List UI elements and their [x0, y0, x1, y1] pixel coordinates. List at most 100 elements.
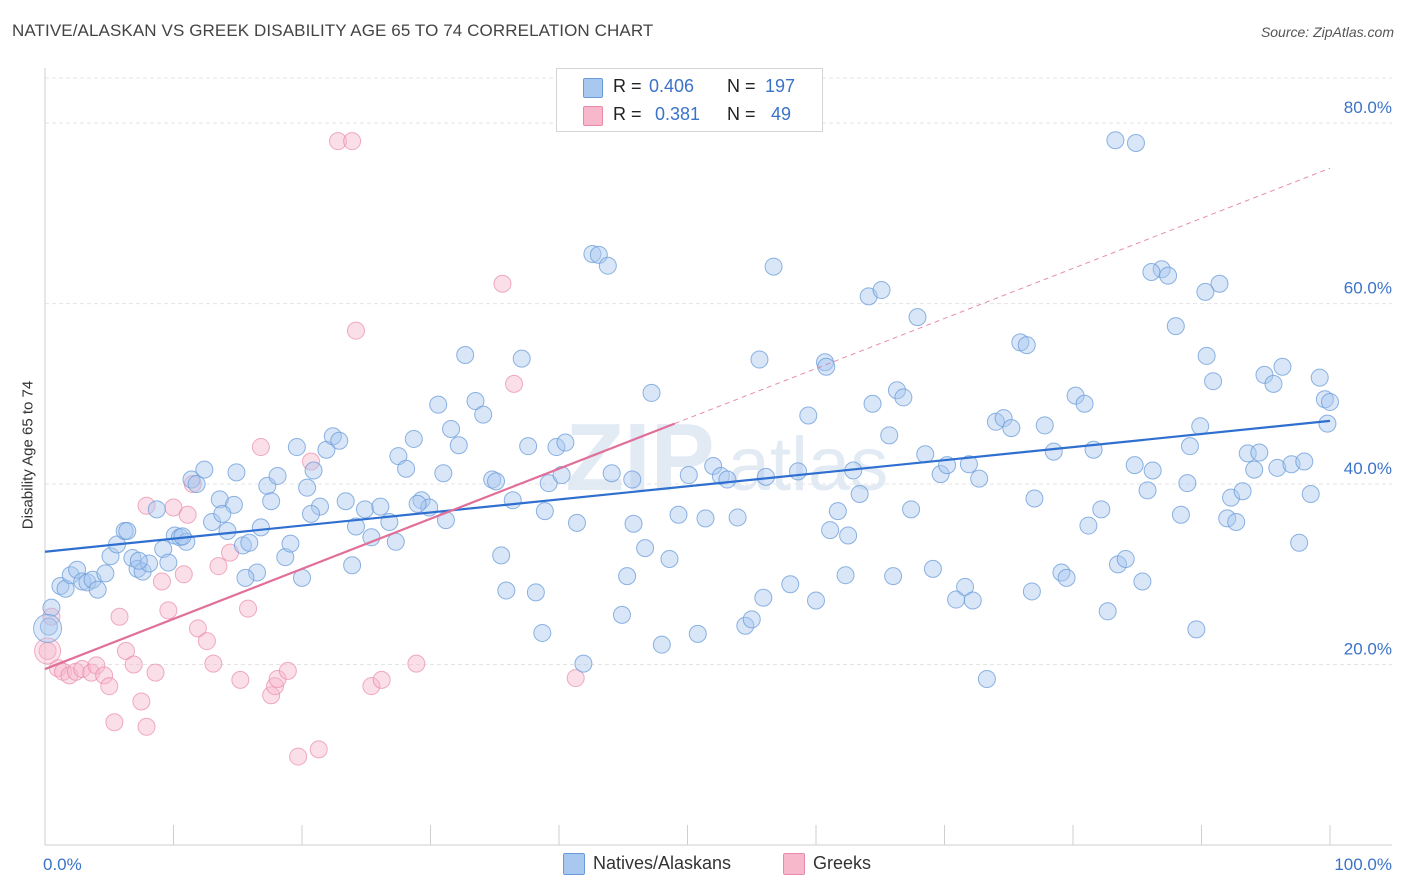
greeks-point — [362, 677, 381, 696]
bottom-legend-label: Greeks — [813, 853, 872, 873]
natives-point — [718, 470, 737, 489]
natives-point — [1191, 417, 1210, 436]
greeks-point — [188, 619, 207, 638]
natives-point — [1106, 131, 1125, 150]
greeks-point — [251, 438, 270, 457]
natives-point — [1310, 368, 1329, 387]
natives-point — [839, 526, 858, 545]
natives-point — [1218, 509, 1237, 528]
legend-r-value: 0.381 — [655, 104, 701, 124]
greeks-point — [146, 663, 165, 682]
natives-point — [140, 554, 159, 573]
natives-point — [618, 567, 637, 586]
greeks-point — [100, 677, 119, 696]
natives-point — [1152, 260, 1171, 279]
legend-swatch-pink — [583, 106, 603, 126]
legend-n-value: 197 — [765, 76, 796, 96]
natives-point — [821, 521, 840, 540]
natives-point — [623, 470, 642, 489]
natives-point — [799, 406, 818, 425]
natives-point — [1044, 442, 1063, 461]
greeks-point — [328, 132, 347, 151]
natives-point — [1133, 572, 1152, 591]
greeks-point — [266, 677, 285, 696]
natives-point — [512, 349, 531, 368]
bottom-legend-label: Natives/Alaskans — [593, 853, 732, 873]
natives-point — [970, 469, 989, 488]
natives-point — [1126, 133, 1145, 152]
greeks-point — [124, 655, 143, 674]
natives-point — [1116, 549, 1135, 568]
greeks-trendline-extrapolated — [674, 167, 1331, 425]
legend-n-value: 49 — [771, 104, 792, 124]
bottom-legend-swatch-blue — [563, 853, 585, 875]
natives-point — [408, 494, 427, 513]
natives-point — [902, 500, 921, 519]
natives-point — [642, 383, 661, 402]
natives-point — [994, 409, 1013, 428]
natives-point — [887, 381, 906, 400]
greeks-point — [95, 666, 114, 685]
natives-point — [1255, 365, 1274, 384]
natives-point — [1210, 274, 1229, 293]
x-tick-label: 100.0% — [1334, 855, 1392, 874]
greeks-point — [132, 692, 151, 711]
watermark: ZIP atlas — [565, 404, 888, 511]
natives-point — [251, 518, 270, 537]
natives-point — [728, 508, 747, 527]
greeks-point — [204, 654, 223, 673]
bottom-legend-swatch-pink — [783, 853, 805, 875]
natives-point — [781, 575, 800, 594]
greeks-point — [493, 274, 512, 293]
natives-point — [159, 553, 178, 572]
natives-point — [1227, 512, 1246, 531]
legend-swatch-blue — [583, 78, 603, 98]
natives-point — [371, 497, 390, 516]
natives-point — [68, 560, 87, 579]
natives-point — [323, 427, 342, 446]
natives-point — [1187, 620, 1206, 639]
natives-point — [355, 500, 374, 519]
natives-trendline — [44, 419, 1331, 553]
natives-point — [240, 533, 259, 552]
natives-point — [187, 475, 206, 494]
natives-point — [195, 460, 214, 479]
natives-point — [362, 528, 381, 547]
natives-point — [39, 617, 58, 636]
natives-point — [397, 459, 416, 478]
greeks-point — [137, 496, 156, 515]
natives-point — [1264, 374, 1283, 393]
natives-point — [636, 539, 655, 558]
natives-point — [1222, 488, 1241, 507]
natives-point — [429, 395, 448, 414]
natives-point — [872, 281, 891, 300]
natives-point — [1035, 416, 1054, 435]
greeks-point — [505, 374, 524, 393]
trendlines — [44, 167, 1331, 671]
natives-point — [1002, 419, 1021, 438]
greeks-point — [105, 713, 124, 732]
greeks-point — [174, 565, 193, 584]
natives-point — [1290, 533, 1309, 552]
natives-point — [1204, 372, 1223, 391]
greeks-point — [309, 740, 328, 759]
natives-point — [301, 504, 320, 523]
natives-point — [101, 547, 120, 566]
greeks-point — [178, 505, 197, 524]
natives-point — [850, 484, 869, 503]
greeks-trendline — [44, 422, 676, 671]
natives-point — [1138, 481, 1157, 500]
natives-point — [330, 431, 349, 450]
natives-point — [1159, 266, 1178, 285]
natives-point — [343, 556, 362, 575]
natives-point — [1092, 500, 1111, 519]
natives-point — [679, 466, 698, 485]
greeks-point — [209, 557, 228, 576]
greeks-point — [231, 670, 250, 689]
natives-point — [287, 438, 306, 457]
natives-point — [466, 392, 485, 411]
natives-point — [1142, 263, 1161, 282]
greeks-points — [34, 132, 585, 766]
natives-point — [449, 436, 468, 455]
natives-point — [1171, 505, 1190, 524]
